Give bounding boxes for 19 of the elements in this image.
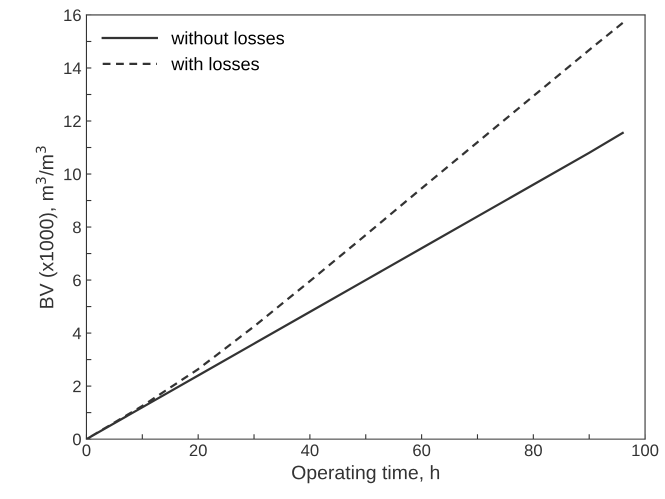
x-axis-title: Operating time, h bbox=[292, 465, 440, 484]
y-tick-label: 0 bbox=[72, 434, 81, 446]
legend-label: without losses bbox=[171, 31, 284, 44]
y-tick-label: 16 bbox=[64, 9, 81, 22]
x-tick-label: 20 bbox=[190, 444, 207, 456]
x-tick-label: 60 bbox=[413, 444, 430, 456]
y-tick-label: 8 bbox=[73, 221, 81, 234]
x-tick-label: 0 bbox=[82, 444, 90, 456]
y-tick-label: 14 bbox=[64, 62, 82, 74]
x-tick-label: 40 bbox=[301, 444, 319, 456]
y-axis-title: BV (x1000), m$^{3}$/m$^{3}$ bbox=[36, 146, 58, 308]
y-tick-label: 2 bbox=[73, 380, 81, 392]
x-tick-label: 80 bbox=[524, 444, 542, 456]
legend-label: with losses bbox=[171, 57, 259, 70]
y-tick-label: 4 bbox=[72, 328, 82, 340]
y-tick-label: 12 bbox=[64, 115, 81, 128]
x-tick-label: 100 bbox=[632, 444, 658, 456]
y-tick-label: 10 bbox=[64, 168, 81, 180]
y-tick-label: 6 bbox=[73, 274, 81, 286]
